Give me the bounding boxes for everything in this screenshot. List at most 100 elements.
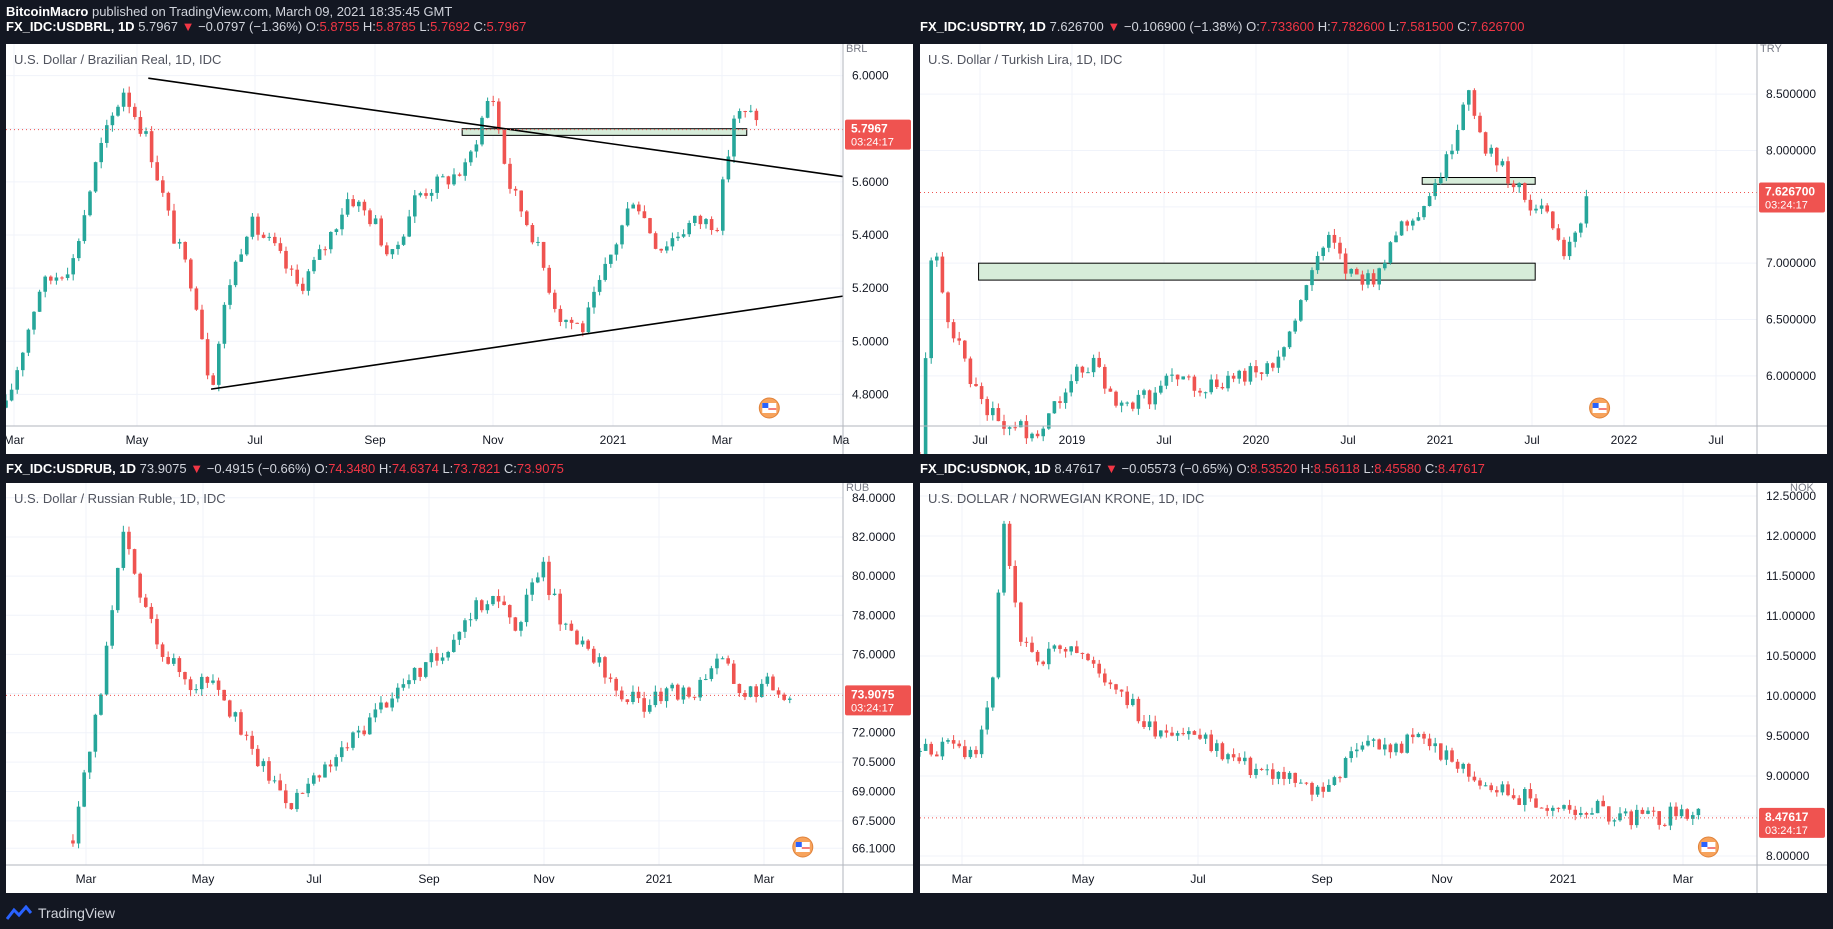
candle-body: [1551, 211, 1555, 229]
candle-body: [71, 258, 75, 275]
chart-svg-nok[interactable]: 12.50000 12.00000 11.50000 11.00000 10.50000…: [920, 483, 1827, 893]
candle-body: [569, 319, 574, 323]
chart-panel-brl[interactable]: 6.00005.80005.60005.40005.20005.00004.80…: [6, 44, 913, 454]
candle-body: [1310, 270, 1314, 286]
candle-body: [614, 244, 619, 255]
candle-body: [1159, 730, 1163, 737]
candle-body: [250, 735, 254, 749]
quote-l-label: L:: [1363, 461, 1375, 476]
y-tick-label: 69.0000: [852, 784, 896, 798]
candle-body: [1573, 232, 1577, 242]
candle-body: [429, 653, 434, 663]
x-tick-label: Jul: [306, 872, 321, 886]
candle-body: [1439, 177, 1443, 184]
candle-body: [1315, 786, 1320, 795]
y-tick-label: 8.000000: [1766, 143, 1816, 157]
candle-body: [653, 691, 658, 706]
candle-body: [172, 210, 176, 244]
candle-body: [787, 698, 792, 700]
candle-body: [1209, 734, 1213, 751]
candle-body: [485, 604, 490, 611]
candle-body: [1338, 242, 1342, 254]
candle-body: [692, 696, 697, 698]
price-tag-timer: 03:24:17: [851, 137, 894, 149]
candle-body: [395, 687, 400, 699]
candle-body: [1287, 331, 1292, 348]
candle-body: [1506, 161, 1510, 184]
candle-body: [1472, 90, 1477, 116]
quote-c-label: C:: [1424, 461, 1438, 476]
grid: [920, 483, 1757, 865]
candle-body: [1243, 757, 1247, 762]
candle-body: [233, 261, 238, 286]
candle-body: [289, 268, 294, 270]
grid: [6, 44, 843, 426]
candle-body: [183, 241, 187, 260]
candle-body: [558, 308, 563, 322]
candle-body: [1332, 777, 1337, 785]
candle-body: [133, 106, 137, 117]
chart-panel-rub[interactable]: 84.0000 82.0000 80.0000 78.0000 76.0000 72.00…: [6, 483, 913, 893]
quote-symbol: FX_IDC:USDBRL, 1D: [6, 19, 135, 34]
candle-body: [1170, 374, 1174, 376]
price-tag-box: [845, 685, 911, 716]
candle-body: [401, 236, 406, 245]
quote-line-try: FX_IDC:USDTRY, 1D 7.626700 ▼ −0.106900 (…: [920, 19, 1524, 34]
quote-h-label: H:: [1317, 19, 1331, 34]
candle-body: [1013, 427, 1017, 429]
quote-low: 5.7692: [430, 19, 470, 34]
chart-panel-nok[interactable]: 12.50000 12.00000 11.50000 11.00000 10.50000…: [920, 483, 1827, 893]
candle-body: [1136, 698, 1141, 722]
candle-body: [754, 686, 758, 697]
candle-body: [1523, 789, 1527, 805]
chart-svg-try[interactable]: 8.5000008.0000007.5000007.0000006.500000…: [920, 44, 1827, 454]
candle-body: [985, 399, 989, 416]
candle-body: [115, 567, 120, 611]
x-tick-label: 2021: [1427, 433, 1454, 447]
candle-body: [161, 180, 165, 193]
candle-body: [1528, 789, 1533, 799]
candle-body: [709, 668, 714, 679]
quote-change: −0.0797 (−1.36%): [198, 19, 303, 34]
candle-body: [1153, 721, 1157, 737]
y-tick-label: 5.2000: [852, 281, 889, 295]
candle-body: [1142, 390, 1146, 395]
candle-body: [1355, 268, 1359, 275]
candle-body: [1108, 388, 1113, 392]
chart-panel-try[interactable]: 8.5000008.0000007.5000007.0000006.500000…: [920, 44, 1827, 454]
quote-close: 73.9075: [516, 461, 564, 476]
candle-body: [1030, 642, 1034, 652]
grid: [6, 483, 843, 865]
candle-body: [1461, 763, 1465, 769]
quote-last: 5.7967: [138, 19, 178, 34]
x-tick-label: Mar: [952, 872, 973, 886]
candle-body: [1114, 391, 1118, 406]
candle-body: [82, 215, 87, 242]
candle-body: [1271, 769, 1275, 779]
candle-body: [519, 190, 523, 212]
candle-body: [93, 714, 98, 752]
candle-body: [1399, 221, 1404, 236]
candle-body: [1007, 427, 1012, 429]
candle-body: [177, 241, 182, 244]
down-triangle-icon: ▼: [1107, 19, 1121, 34]
candle-body: [619, 690, 624, 700]
candle-body: [1629, 811, 1633, 826]
candle-body: [1349, 268, 1353, 274]
candle-body: [1192, 376, 1197, 391]
candle-body: [9, 389, 14, 401]
candle-body: [1696, 808, 1701, 816]
candles: [920, 88, 1589, 454]
chart-svg-rub[interactable]: 84.0000 82.0000 80.0000 78.0000 76.0000 72.00…: [6, 483, 913, 893]
candle-body: [306, 783, 310, 794]
candle-body: [261, 761, 266, 767]
candle-body: [1495, 147, 1499, 166]
candle-body: [698, 215, 703, 225]
candle-body: [1002, 421, 1006, 429]
y-tick-label: 78.0000: [852, 608, 896, 622]
chart-svg-brl[interactable]: 6.00005.80005.60005.40005.20005.00004.80…: [6, 44, 913, 454]
candle-body: [1517, 183, 1521, 188]
candle-body: [1248, 757, 1253, 776]
flag-icon-canton: [795, 842, 802, 847]
candle-body: [1360, 745, 1365, 750]
